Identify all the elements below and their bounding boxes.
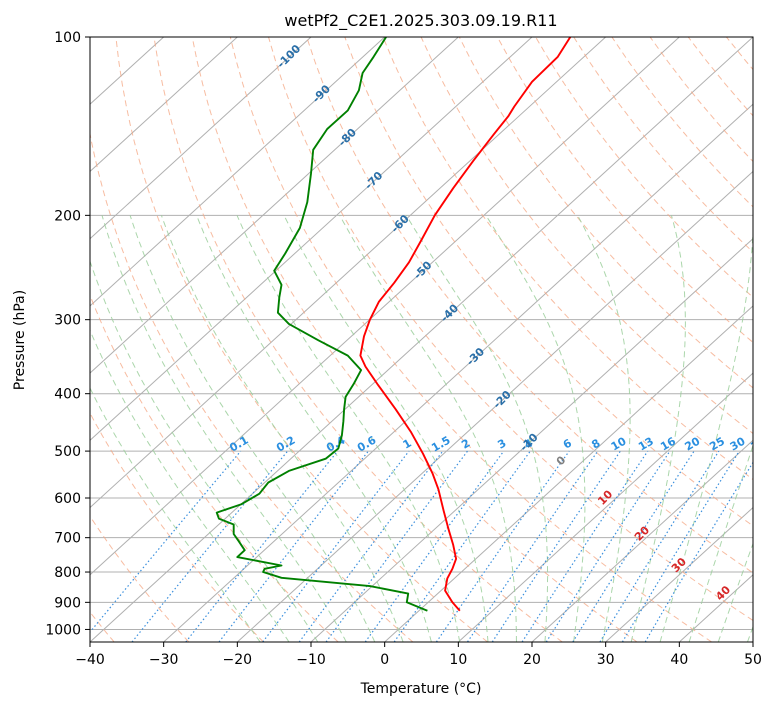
mixing-ratio-line: [435, 450, 570, 642]
isotherm-line: [90, 37, 753, 642]
x-tick-label: −10: [296, 652, 326, 668]
dry-adiabat-line: [153, 37, 563, 642]
x-tick-label: 30: [597, 652, 615, 668]
y-tick-label: 700: [54, 531, 81, 547]
dry-adiabat-line: [496, 37, 753, 344]
mixing-ratio-line: [572, 450, 695, 642]
mixing-ratio-line: [298, 450, 444, 642]
sounding-series: [215, 37, 572, 612]
dry-adiabat-line: [90, 131, 414, 642]
isotherm-line: [90, 37, 533, 442]
moist-adiabat-line: [196, 215, 432, 642]
isotherm-line: [236, 170, 753, 642]
mixing-ratio-line: [545, 450, 671, 642]
y-tick-label: 1000: [45, 622, 81, 638]
axis-ticks: −40 −30 −20 −10 0 10 20 30 40 50 100 200 300 400 500 60…: [45, 30, 762, 668]
moist-adiabat-line: [577, 215, 631, 642]
y-tick-label: 900: [54, 595, 81, 611]
y-tick-label: 200: [54, 208, 81, 224]
isotherm-line: [531, 439, 753, 642]
isotherm-line: [90, 37, 680, 576]
dry-adiabat-line: [115, 37, 488, 642]
x-tick-label: 10: [449, 652, 467, 668]
dry-adiabat-line: [90, 515, 190, 642]
x-axis-label: Temperature (°C): [360, 681, 482, 697]
chart-title: wetPf2_C2E1.2025.303.09.19.R11: [284, 11, 557, 31]
dewpoint-profile-line: [215, 37, 428, 612]
dry-adiabat-line: [306, 37, 753, 574]
x-tick-label: 40: [670, 652, 688, 668]
mixing-ratio-line: [364, 450, 505, 642]
y-tick-label: 600: [54, 491, 81, 507]
dry-adiabat-line: [535, 37, 753, 298]
dry-adiabat-line: [268, 37, 753, 622]
isotherm-line: [90, 37, 312, 240]
mixing-ratio-line: [262, 450, 410, 642]
moist-adiabat-line: [90, 259, 319, 642]
moist-adiabat-line: [339, 215, 517, 642]
isotherm-line: [90, 37, 238, 173]
x-tick-label: 20: [523, 652, 541, 668]
mixing-ratio-label: 36: [748, 434, 768, 453]
moist-adiabat-line: [90, 387, 261, 642]
mixing-ratio-line: [621, 450, 740, 642]
mixing-ratio-line: [466, 450, 599, 642]
x-tick-label: 50: [744, 652, 762, 668]
isotherm-line: [310, 237, 753, 642]
temperature-profile-line: [359, 37, 572, 612]
mixing-ratio-line: [185, 450, 339, 642]
moist-adiabat-line: [485, 215, 586, 642]
isotherm-line: [90, 37, 386, 307]
dry-adiabat-line: [344, 37, 753, 527]
x-tick-label: 0: [380, 652, 389, 668]
mixing-ratio-line: [131, 450, 289, 642]
background-lines: [90, 37, 753, 642]
moist-adiabat-line: [630, 215, 686, 642]
moist-adiabat-line: [129, 215, 376, 642]
y-tick-label: 400: [54, 387, 81, 403]
mixing-ratio-line: [90, 450, 242, 633]
moist-adiabat-line: [160, 215, 404, 642]
mixing-ratio-line: [521, 450, 649, 642]
isotherm-line: [457, 372, 753, 642]
isotherm-line: [90, 37, 459, 374]
dry-adiabat-line: [229, 37, 712, 642]
isotherm-line: [384, 305, 753, 642]
moist-adiabat-line: [405, 215, 549, 642]
moist-adiabat-line: [236, 215, 461, 642]
moist-adiabat-line: [688, 444, 753, 642]
mixing-ratio-line: [393, 450, 531, 642]
mixing-ratio-line: [491, 450, 621, 642]
y-tick-label: 100: [54, 30, 81, 46]
isotherm-line: [605, 506, 753, 642]
y-tick-label: 500: [54, 444, 81, 460]
x-tick-label: −30: [149, 652, 179, 668]
x-tick-label: −20: [223, 652, 253, 668]
plot-frame: [89, 36, 754, 643]
y-axis-label: Pressure (hPa): [12, 290, 28, 390]
dry-adiabat-line: [382, 37, 753, 481]
x-tick-label: −40: [75, 652, 105, 668]
y-tick-label: 800: [54, 565, 81, 581]
mixing-ratio-line: [325, 450, 468, 642]
moist-adiabat-line: [101, 215, 347, 642]
dry-adiabat-line: [90, 412, 264, 642]
isotherm-line: [90, 37, 607, 509]
isotherm-line: [163, 103, 753, 642]
y-tick-label: 300: [54, 313, 81, 329]
